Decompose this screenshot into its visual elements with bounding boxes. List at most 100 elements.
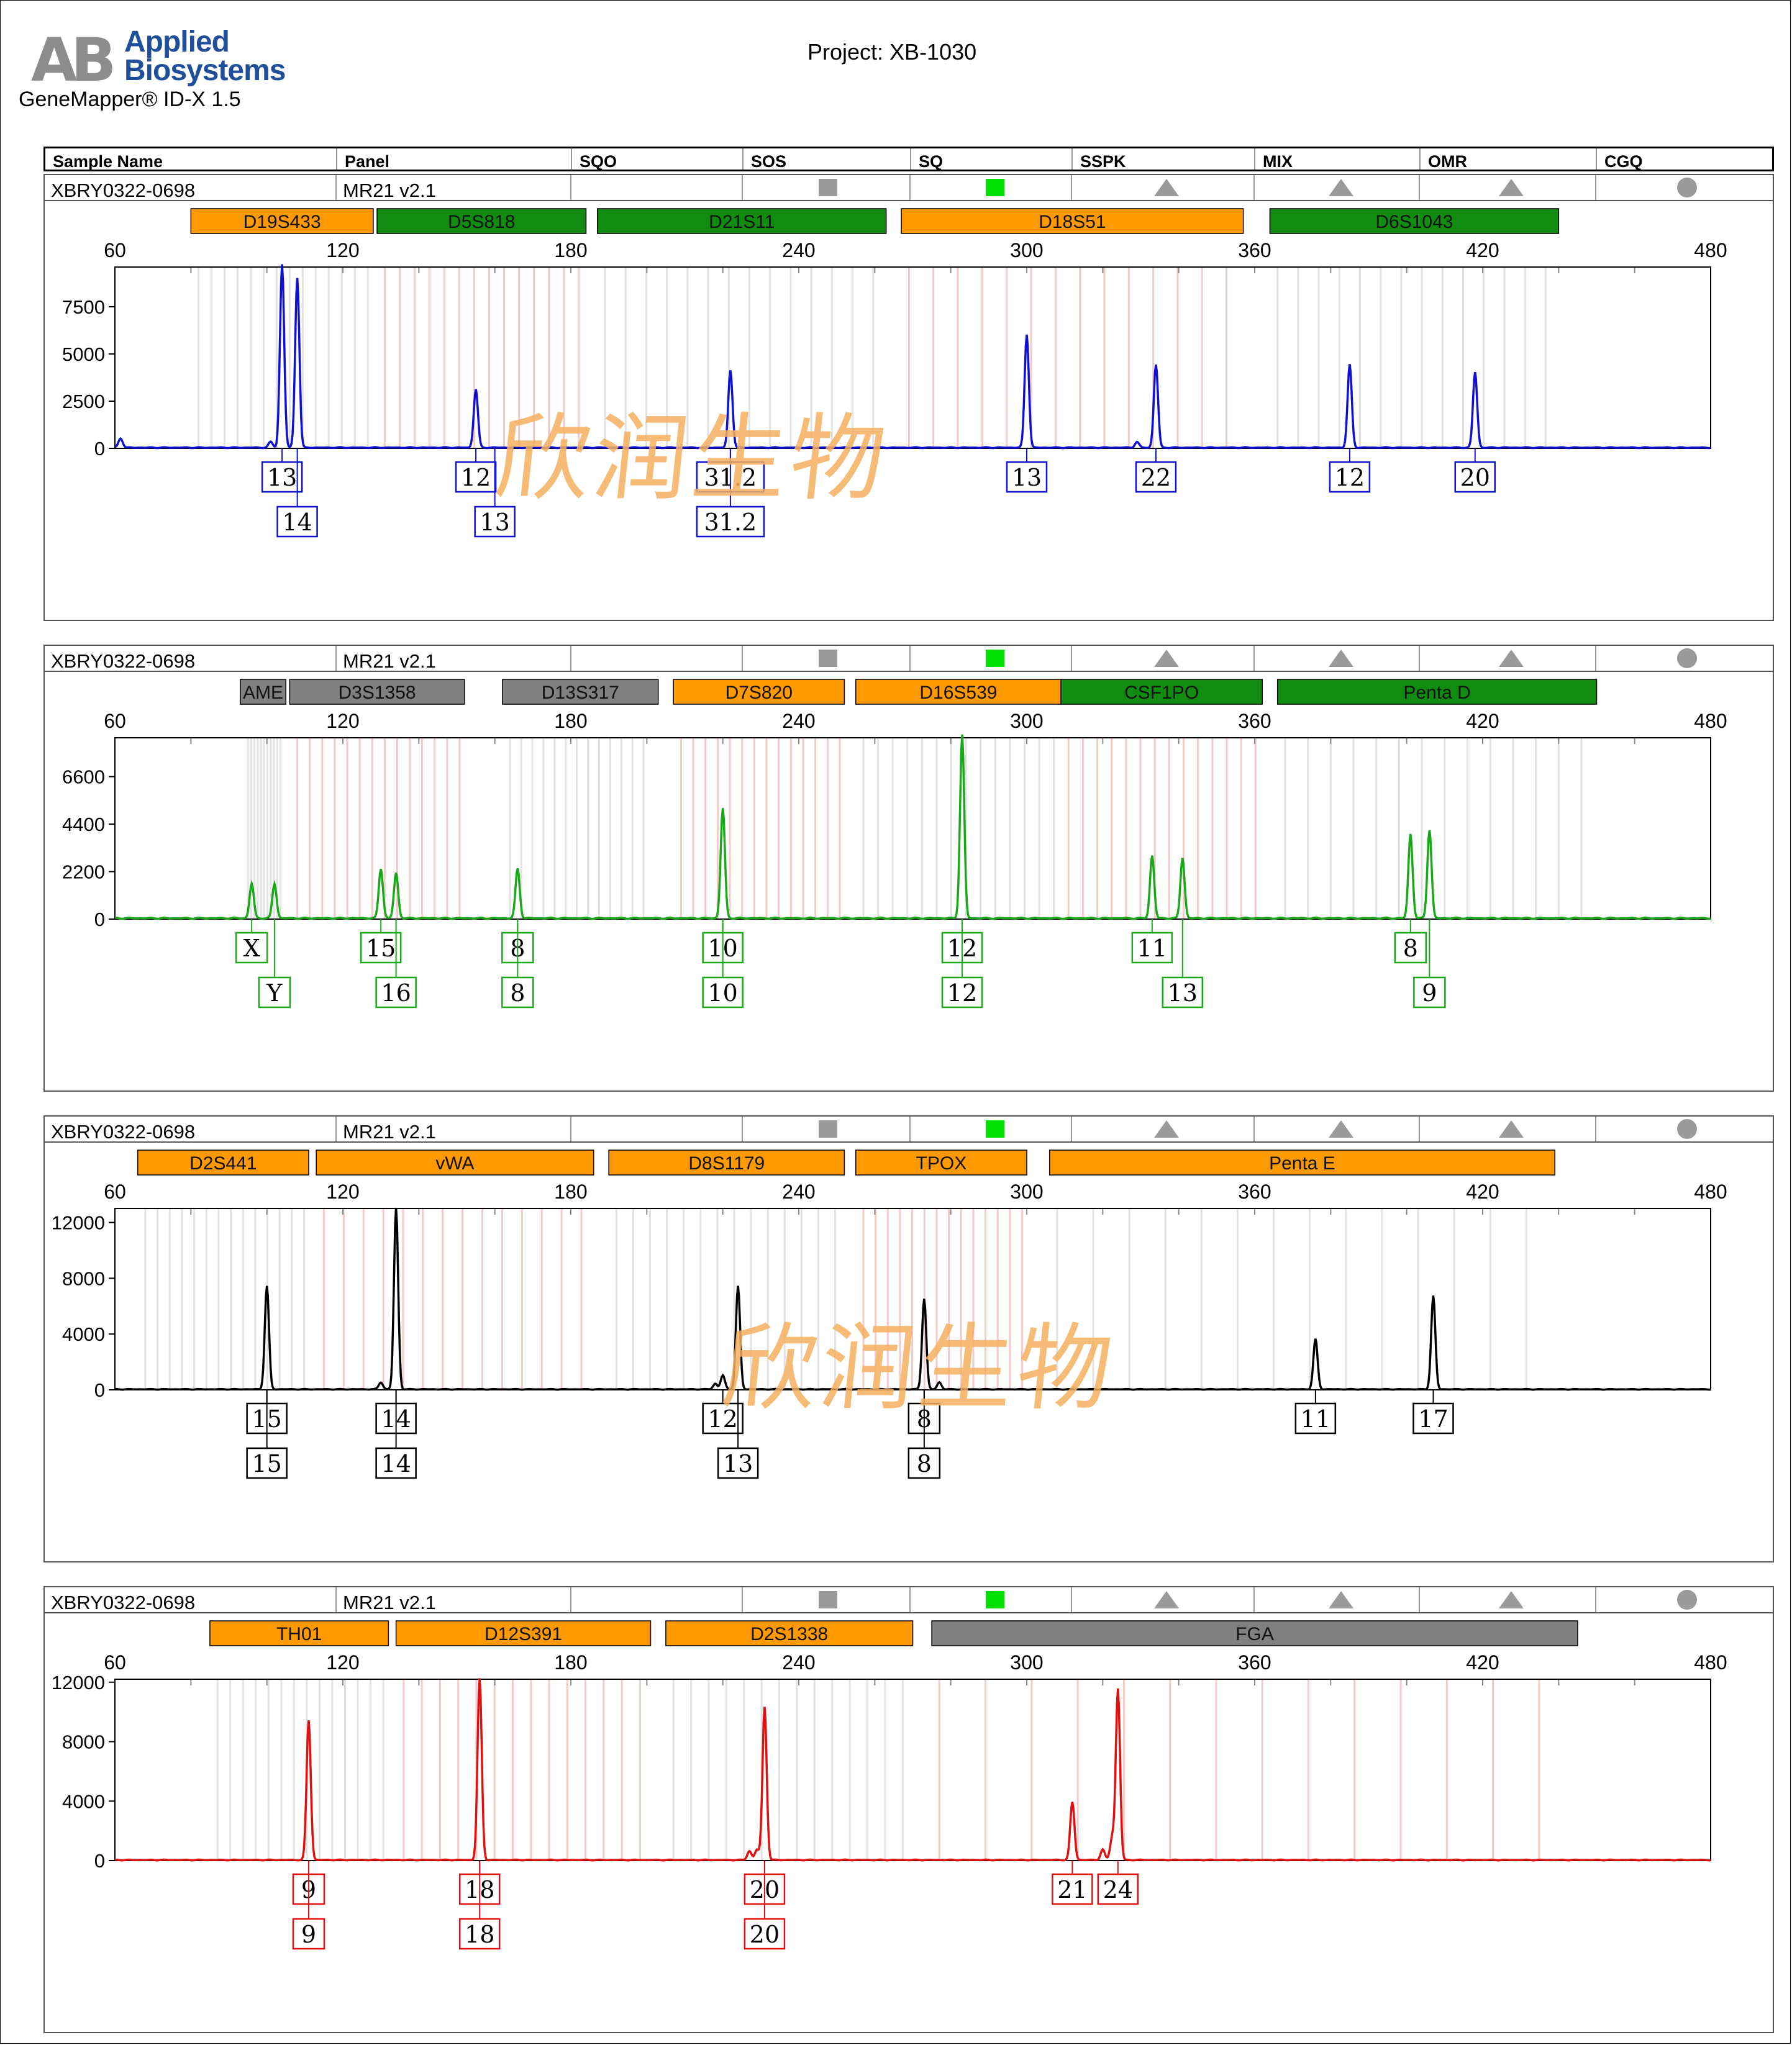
sample-name-cell: XBRY0322-0698: [51, 650, 196, 672]
marker-d8s1179[interactable]: D8S1179: [608, 1149, 845, 1176]
marker-label: D18S51: [1039, 212, 1106, 232]
quality-flags: [819, 648, 1697, 668]
sample-name-cell: XBRY0322-0698: [51, 1121, 196, 1143]
row-divider: [570, 1587, 578, 1612]
allele-call[interactable]: 99: [292, 1861, 325, 1950]
row-divider: [1595, 1117, 1603, 1141]
x-tick-label: 120: [326, 1651, 359, 1674]
allele-label: 18: [465, 1921, 494, 1948]
col-sqo[interactable]: SQO: [571, 148, 742, 171]
marker-penta-d[interactable]: Penta D: [1276, 679, 1598, 705]
marker-label: D5S818: [448, 212, 515, 232]
marker-d2s1338[interactable]: D2S1338: [665, 1620, 914, 1646]
col-sspk[interactable]: SSPK: [1071, 148, 1254, 171]
allele-call[interactable]: 31.231.2: [696, 448, 765, 538]
x-tick-label: 420: [1466, 239, 1499, 261]
marker-d12s391[interactable]: D12S391: [395, 1620, 652, 1646]
brand-line2: Biosystems: [124, 54, 286, 87]
allele-call[interactable]: 88: [501, 919, 534, 1009]
allele-label: 15: [252, 1450, 281, 1477]
marker-d21s11[interactable]: D21S11: [597, 208, 887, 234]
x-tick-label: 240: [782, 1651, 815, 1674]
marker-d5s818[interactable]: D5S818: [376, 208, 587, 234]
marker-d7s820[interactable]: D7S820: [673, 679, 845, 705]
allele-bins: [216, 1679, 1540, 1861]
marker-d16s539[interactable]: D16S539: [855, 679, 1062, 705]
y-tick-label: 0: [94, 1850, 105, 1872]
allele-call[interactable]: 12 13: [455, 448, 516, 538]
allele-call[interactable]: XY: [235, 919, 291, 1009]
allele-call[interactable]: 13 14: [261, 448, 318, 538]
x-tick-label: 180: [554, 239, 587, 261]
allele-bins: [144, 1208, 1527, 1390]
row-divider: [909, 1117, 917, 1141]
marker-fga[interactable]: FGA: [931, 1620, 1578, 1646]
marker-d19s433[interactable]: D19S433: [190, 208, 374, 234]
marker-tpox[interactable]: TPOX: [855, 1149, 1027, 1176]
col-sos[interactable]: SOS: [742, 148, 910, 171]
allele-call[interactable]: 89: [1394, 919, 1446, 1009]
electropherogram-chart: D19S433 D5S818 D21S11 D18S51 D6S1043 60 120 180…: [62, 208, 1727, 538]
x-tick-label: 60: [104, 239, 126, 261]
allele-call[interactable]: 17: [1412, 1390, 1454, 1435]
allele-call[interactable]: 20: [1454, 448, 1496, 493]
allele-call[interactable]: 12 13: [702, 1390, 759, 1479]
col-sample-name[interactable]: Sample Name: [53, 152, 163, 171]
marker-th01[interactable]: TH01: [209, 1620, 389, 1646]
row-divider: [909, 646, 917, 671]
marker-label: D6S1043: [1375, 212, 1453, 232]
row-divider: [1071, 646, 1078, 671]
sample-row[interactable]: XBRY0322-0698 MR21 v2.1: [45, 1587, 1773, 1613]
allele-call[interactable]: 24: [1097, 1861, 1139, 1905]
sq-flag-icon: [986, 179, 1004, 196]
x-tick-label: 120: [326, 239, 359, 261]
sample-row[interactable]: XBRY0322-0698 MR21 v2.1: [45, 646, 1773, 672]
marker-d2s441[interactable]: D2S441: [137, 1149, 309, 1176]
cgq-flag-icon: [1677, 178, 1697, 197]
allele-label: 14: [381, 1450, 411, 1477]
plot-frame: [114, 1679, 1711, 1861]
col-omr[interactable]: OMR: [1419, 148, 1596, 171]
applied-biosystems-logo: AB: [31, 32, 119, 86]
allele-label: 12: [707, 1405, 737, 1433]
allele-call[interactable]: 21: [1052, 1861, 1093, 1905]
signal-trace: [114, 264, 1711, 450]
marker-penta-e[interactable]: Penta E: [1048, 1149, 1555, 1176]
x-tick-label: 120: [326, 710, 359, 732]
col-mix[interactable]: MIX: [1254, 148, 1419, 171]
allele-call[interactable]: 13: [1006, 448, 1048, 493]
row-divider: [1253, 1117, 1261, 1141]
sq-flag-icon: [986, 650, 1004, 667]
allele-call[interactable]: 11: [1294, 1390, 1337, 1435]
col-sq[interactable]: SQ: [910, 148, 1071, 171]
allele-call[interactable]: 22: [1135, 448, 1177, 493]
marker-d6s1043[interactable]: D6S1043: [1269, 208, 1560, 234]
allele-call[interactable]: 12: [1329, 448, 1371, 493]
marker-d13s317[interactable]: D13S317: [502, 679, 659, 705]
marker-label: D12S391: [484, 1624, 562, 1644]
allele-call[interactable]: 88: [907, 1390, 941, 1479]
sample-row[interactable]: XBRY0322-0698 MR21 v2.1: [45, 1117, 1773, 1143]
sample-row[interactable]: XBRY0322-0698 MR21 v2.1: [45, 175, 1773, 201]
x-tick-label: 360: [1238, 1651, 1271, 1674]
marker-d18s51[interactable]: D18S51: [901, 208, 1244, 234]
col-cgq[interactable]: CGQ: [1596, 148, 1772, 171]
x-tick-label: 420: [1466, 1651, 1499, 1674]
row-divider: [909, 1587, 917, 1612]
marker-d3s1358[interactable]: D3S1358: [289, 679, 465, 705]
row-divider: [909, 175, 917, 200]
sample-table-header: Sample Name Panel SQO SOS SQ SSPK MIX OM…: [43, 147, 1774, 171]
marker-label: Penta E: [1269, 1153, 1335, 1174]
col-panel[interactable]: Panel: [336, 148, 571, 171]
marker-ame[interactable]: AME: [240, 679, 287, 705]
marker-vwa[interactable]: vWA: [316, 1149, 594, 1176]
marker-csf1po[interactable]: CSF1PO: [1060, 679, 1263, 705]
